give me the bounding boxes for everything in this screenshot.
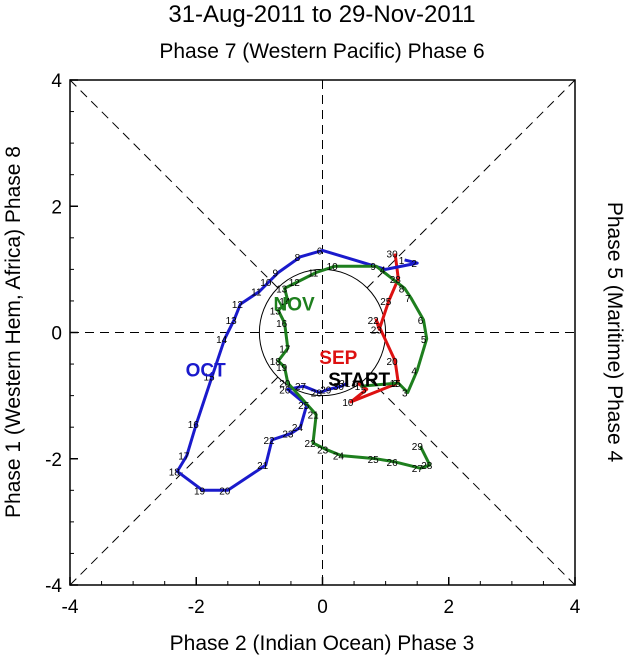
day-label: 27 [295,382,307,393]
day-label: 21 [257,461,269,472]
day-label: 11 [251,287,262,298]
day-label: 10 [327,262,339,273]
day-label: 20 [387,357,399,368]
day-label: 29 [412,442,424,453]
day-label: 14 [216,335,228,346]
diagonal-line-bottom-left [69,376,279,586]
diagonal-line-top-left [69,79,279,289]
day-label: 30 [333,382,345,393]
day-label: 1 [351,379,357,390]
diagonal-line-top-right [366,79,576,289]
day-label: 28 [311,388,323,399]
day-label: 27 [412,464,424,475]
top-phase-label: Phase 7 (Western Pacific) Phase 6 [159,40,484,63]
y-tick-label: 4 [51,71,62,92]
day-label: 26 [279,385,291,396]
y-tick-label: 0 [51,324,62,345]
x-tick-label: 2 [443,597,454,618]
day-label: 24 [333,452,345,463]
right-phase-label: Phase 5 (Maritime) Phase 4 [603,202,626,463]
day-label: 12 [232,300,244,311]
day-label: 15 [270,306,282,317]
day-label: 9 [370,262,376,273]
plot-frame [69,79,576,586]
day-label: 22 [304,439,316,450]
day-label: 8 [399,284,405,295]
day-label: 8 [295,253,301,264]
series-lines [175,248,432,492]
series-line-oct [175,248,419,492]
day-label: 13 [226,316,238,327]
day-label: 21 [308,411,320,422]
day-label: 28 [390,275,402,286]
x-tick-label: 0 [317,597,328,618]
y-tick-label: 2 [51,197,62,218]
chart-title: 31-Aug-2011 to 29-Nov-2011 [168,1,475,28]
day-label: 25 [368,455,380,466]
day-label: 10 [260,278,272,289]
month-label-sep: SEP [319,348,357,369]
day-label: 12 [289,278,301,289]
month-label-oct: OCT [186,361,227,382]
day-label: 16 [188,420,200,431]
day-label: 24 [292,423,304,434]
day-label: 15 [203,373,215,384]
day-label: 3 [402,388,408,399]
x-tick-label: -4 [62,597,79,618]
day-label: 25 [298,401,310,412]
day-label: 10 [342,398,354,409]
month-label-nov: NOV [274,294,316,315]
day-label: 28 [421,461,433,472]
day-label: 22 [368,316,380,327]
day-label: 1 [355,382,361,393]
left-phase-label: Phase 1 (Western Hem, Africa) Phase 8 [2,146,25,518]
day-label: 2 [392,379,398,390]
day-label: 7 [405,294,411,305]
day-label: 19 [194,486,206,497]
day-label: 2 [411,259,417,270]
day-label: 20 [279,379,291,390]
diagonal-line-bottom-right [366,376,576,586]
day-label: 6 [418,316,424,327]
day-label: 1 [399,256,405,267]
day-label: 5 [361,385,367,396]
day-label: 11 [308,269,319,280]
day-label: 6 [317,246,323,257]
day-label: 23 [282,430,294,441]
y-tick-label: -2 [45,450,62,471]
day-label: 16 [276,319,288,330]
day-label: 15 [390,379,402,390]
start-label: START [328,370,390,391]
y-tick-label: -4 [45,576,62,597]
x-tick-label: 4 [570,597,581,618]
day-label: 19 [276,363,288,374]
day-label: 30 [387,250,399,261]
day-label: 13 [276,284,288,295]
series-line-sep [349,253,400,404]
day-label: 9 [273,269,279,280]
day-label: 25 [380,297,392,308]
day-label: 18 [169,467,181,478]
day-label: 5 [421,335,427,346]
x-tick-label: -2 [188,597,205,618]
day-label: 23 [371,325,383,336]
day-label: 14 [279,297,291,308]
day-label: 18 [270,357,282,368]
bottom-phase-label: Phase 2 (Indian Ocean) Phase 3 [170,632,475,655]
day-label: 31 [339,379,351,390]
day-label: 20 [219,486,231,497]
day-label: 22 [263,436,275,447]
day-label: 23 [317,445,329,456]
series-line-nov [276,264,432,470]
day-label: 4 [380,265,386,276]
day-label: 17 [279,344,291,355]
day-label: 29 [320,385,332,396]
day-label: 4 [411,366,417,377]
day-label: 26 [387,458,399,469]
day-label: 17 [178,452,190,463]
